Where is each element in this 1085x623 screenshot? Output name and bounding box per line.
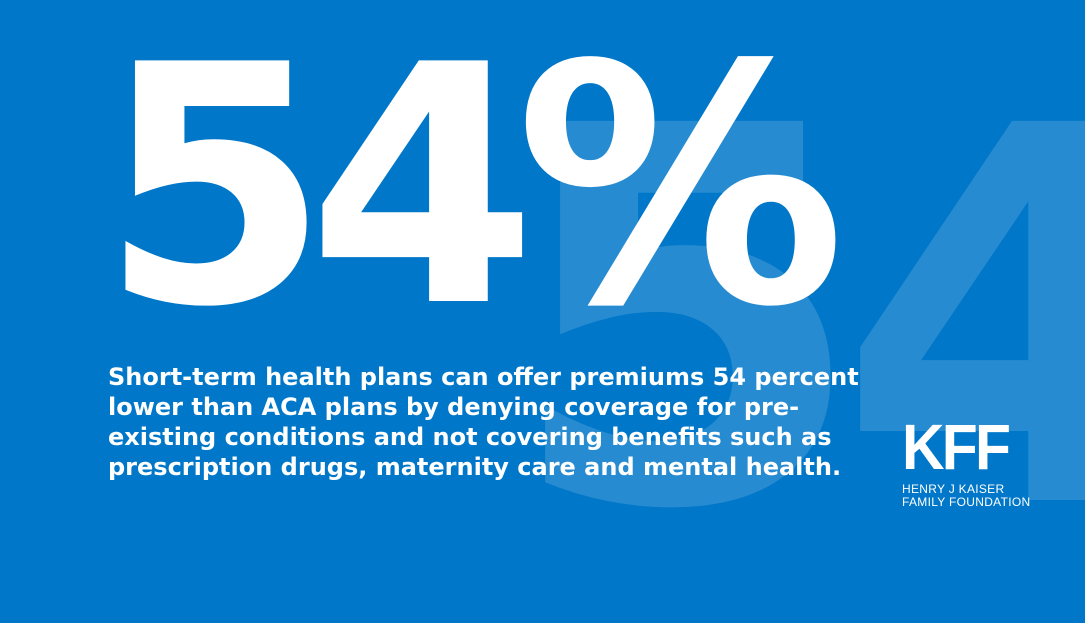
kff-logo: KFF HENRY J KAISER FAMILY FOUNDATION — [902, 415, 1052, 509]
kff-logo-line-2: FAMILY FOUNDATION — [902, 495, 1031, 509]
kff-logo-line-1: HENRY J KAISER — [902, 482, 1005, 496]
headline-statistic: 54% — [100, 0, 846, 379]
background-watermark-number: 54 — [505, 17, 1085, 623]
kff-logo-mark: KFF — [902, 411, 1011, 483]
statistic-caption: Short-term health plans can offer premiu… — [108, 363, 859, 481]
